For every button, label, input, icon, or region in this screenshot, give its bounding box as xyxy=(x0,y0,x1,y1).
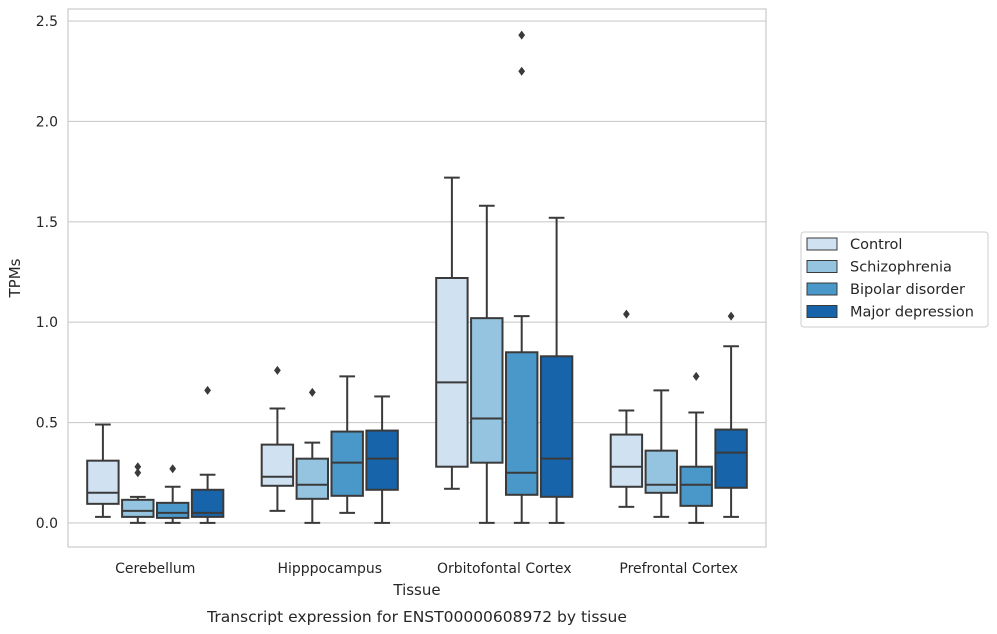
y-tick-labels: 0.0 0.5 1.0 1.5 2.0 2.5 xyxy=(36,14,58,532)
box-schizophrenia xyxy=(644,389,679,518)
outlier-marker xyxy=(518,66,526,76)
iqr-box xyxy=(714,428,748,489)
legend-label: Schizophrenia xyxy=(850,260,952,276)
box-major-depression xyxy=(539,216,574,524)
box-schizophrenia xyxy=(121,462,155,524)
iqr-box xyxy=(295,457,330,500)
outlier-marker xyxy=(204,385,211,395)
box-schizophrenia xyxy=(295,387,330,524)
y-tick-label: 0.0 xyxy=(36,516,58,532)
outlier-marker xyxy=(308,387,316,397)
outlier-marker xyxy=(518,30,526,40)
outlier-marker xyxy=(727,311,735,321)
chart-caption: Transcript expression for ENST0000060897… xyxy=(206,608,627,626)
box-bipolar-disorder xyxy=(504,30,539,524)
legend-label: Bipolar disorder xyxy=(850,282,965,298)
iqr-box xyxy=(470,317,504,464)
box-groups xyxy=(86,30,748,524)
box-schizophrenia xyxy=(470,204,504,524)
x-tick-label: Orbitofontal Cortex xyxy=(437,561,572,577)
iqr-box xyxy=(609,433,644,488)
iqr-box xyxy=(121,498,155,518)
outlier-marker xyxy=(134,462,142,472)
legend-swatch xyxy=(806,237,838,251)
box-control xyxy=(86,423,120,518)
iqr-box xyxy=(365,429,399,491)
box-control xyxy=(609,309,644,508)
x-tick-labels: Cerebellum Hipppocampus Orbitofontal Corte… xyxy=(115,561,738,577)
iqr-box xyxy=(435,277,469,468)
iqr-box xyxy=(155,501,190,519)
y-tick-label: 1.0 xyxy=(36,315,58,331)
box-bipolar-disorder xyxy=(155,464,190,524)
iqr-box xyxy=(679,465,713,507)
x-tick-label: Hipppocampus xyxy=(277,561,382,577)
outlier-marker xyxy=(134,468,142,478)
iqr-box xyxy=(539,355,574,498)
x-tick-label: Cerebellum xyxy=(115,561,195,577)
gridlines xyxy=(68,20,766,524)
iqr-box xyxy=(330,430,364,497)
outlier-marker xyxy=(623,309,630,319)
outlier-marker xyxy=(692,371,700,381)
box-control xyxy=(260,365,295,512)
box-major-depression xyxy=(714,311,748,518)
iqr-box xyxy=(86,459,120,505)
outlier-marker xyxy=(274,365,281,375)
iqr-box xyxy=(504,351,539,496)
y-tick-label: 2.5 xyxy=(36,14,58,30)
box-bipolar-disorder xyxy=(679,371,713,524)
iqr-box xyxy=(644,449,679,494)
box-major-depression xyxy=(365,395,399,524)
y-tick-label: 2.0 xyxy=(36,114,58,130)
legend-box xyxy=(800,231,989,328)
y-tick-label: 0.5 xyxy=(36,416,58,432)
y-tick-label: 1.5 xyxy=(36,215,58,231)
box-bipolar-disorder xyxy=(330,375,364,514)
box-control xyxy=(435,176,469,490)
legend-swatch xyxy=(806,260,838,273)
y-axis-label: TPMs xyxy=(6,258,24,298)
legend-swatch xyxy=(806,305,838,318)
legend-swatch xyxy=(806,282,838,296)
legend-label: Control xyxy=(850,237,902,253)
box-major-depression xyxy=(190,385,225,524)
x-tick-label: Prefrontal Cortex xyxy=(619,561,738,577)
outlier-marker xyxy=(169,464,177,474)
legend-label: Major depression xyxy=(850,305,974,321)
x-axis-label: Tissue xyxy=(392,581,440,599)
legend: Control Schizophrenia Bipolar disorder Majo… xyxy=(800,231,989,328)
iqr-box xyxy=(260,443,295,487)
